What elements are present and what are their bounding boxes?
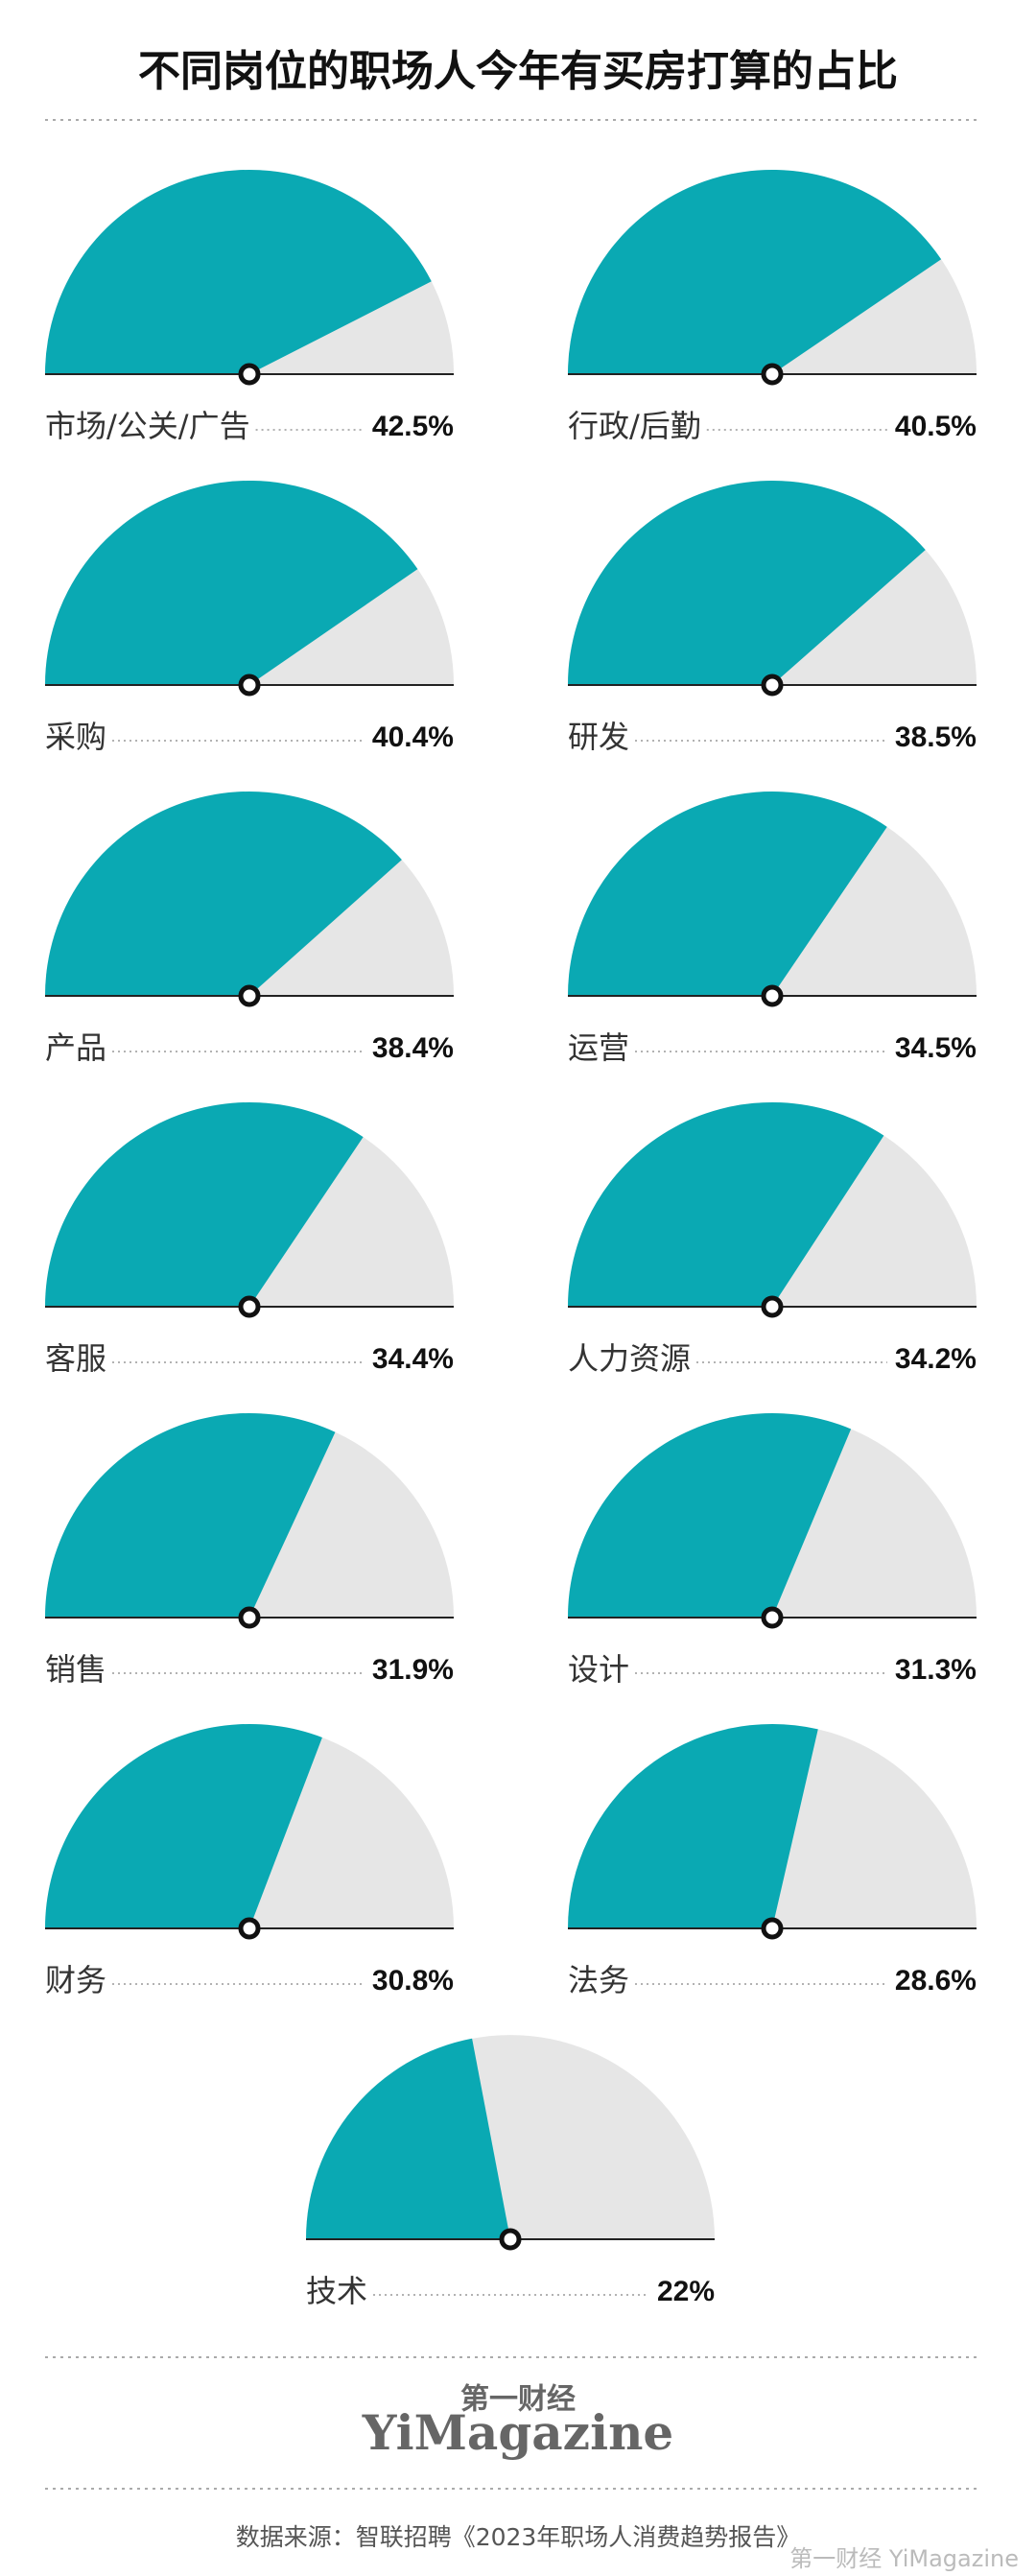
gauge-pivot (761, 674, 784, 697)
gauge-pivot (238, 1606, 261, 1629)
category-label: 法务 (568, 1962, 629, 1998)
gauge-pivot (761, 984, 784, 1007)
value-label: 34.4% (372, 1343, 454, 1375)
gauge-fill (45, 1413, 336, 1618)
value-label: 31.9% (372, 1654, 454, 1686)
watermark: 第一财经 YiMagazine (789, 2545, 1019, 2572)
gauge-fill (45, 792, 402, 996)
category-label: 采购 (45, 719, 106, 755)
value-label: 34.2% (895, 1343, 977, 1375)
gauge-pivot (238, 674, 261, 697)
chart-title: 不同岗位的职场人今年有买房打算的占比 (138, 47, 898, 96)
value-label: 28.6% (895, 1965, 977, 1997)
gauge-fill (45, 169, 432, 374)
value-label: 30.8% (372, 1965, 454, 1997)
gauge-pivot (238, 363, 261, 386)
gauge-fill (45, 1723, 322, 1928)
category-label: 客服 (45, 1340, 106, 1377)
gauge-fill (45, 480, 418, 685)
category-label: 销售 (45, 1651, 106, 1688)
value-label: 40.5% (895, 411, 977, 442)
gauge-pivot (761, 363, 784, 386)
brand-name: YiMagazine (362, 2404, 673, 2461)
gauge-pivot (761, 1917, 784, 1940)
gauge-fill (568, 1412, 852, 1618)
value-label: 38.5% (895, 721, 977, 753)
gauge-fill (568, 1724, 818, 1928)
category-label: 技术 (306, 2273, 367, 2309)
gauge-pivot (761, 1606, 784, 1629)
value-label: 22% (657, 2276, 715, 2307)
value-label: 40.4% (372, 721, 454, 753)
category-label: 财务 (45, 1962, 106, 1998)
gauge-pivot (238, 1295, 261, 1318)
category-label: 人力资源 (568, 1340, 691, 1377)
brand: 第一财经 (460, 2383, 576, 2417)
value-label: 34.5% (895, 1032, 977, 1064)
value-label: 42.5% (372, 411, 454, 442)
gauge-fill (306, 2038, 510, 2239)
gauge-fill (567, 792, 887, 996)
category-label: 设计 (568, 1651, 629, 1688)
source: 数据来源：智联招聘《2023年职场人消费趋势报告》 (236, 2523, 801, 2551)
gauge-pivot (499, 2228, 522, 2251)
gauge-fill (568, 1102, 884, 1307)
category-label: 研发 (568, 719, 629, 755)
gauge-fill (568, 481, 926, 685)
value-label: 31.3% (895, 1654, 977, 1686)
category-label: 市场/公关/广告 (45, 408, 250, 444)
gauge-pivot (238, 984, 261, 1007)
category-label: 运营 (568, 1029, 629, 1066)
gauge-pivot (761, 1295, 784, 1318)
gauge-pivot (238, 1917, 261, 1940)
category-label: 产品 (45, 1029, 106, 1066)
value-label: 38.4% (372, 1032, 454, 1064)
gauge-fill (45, 1102, 364, 1307)
gauge-fill (568, 169, 942, 374)
category-label: 行政/后勤 (568, 408, 701, 444)
